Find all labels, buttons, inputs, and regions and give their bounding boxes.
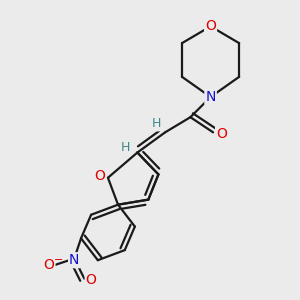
Text: H: H	[152, 117, 161, 130]
Text: O: O	[205, 19, 216, 33]
Text: O: O	[44, 258, 55, 272]
Text: O: O	[94, 169, 105, 183]
Text: N: N	[69, 253, 80, 267]
Text: O: O	[216, 127, 227, 141]
Text: −: −	[54, 255, 63, 265]
Text: O: O	[86, 273, 97, 287]
Text: H: H	[121, 141, 130, 154]
Text: N: N	[206, 90, 216, 104]
